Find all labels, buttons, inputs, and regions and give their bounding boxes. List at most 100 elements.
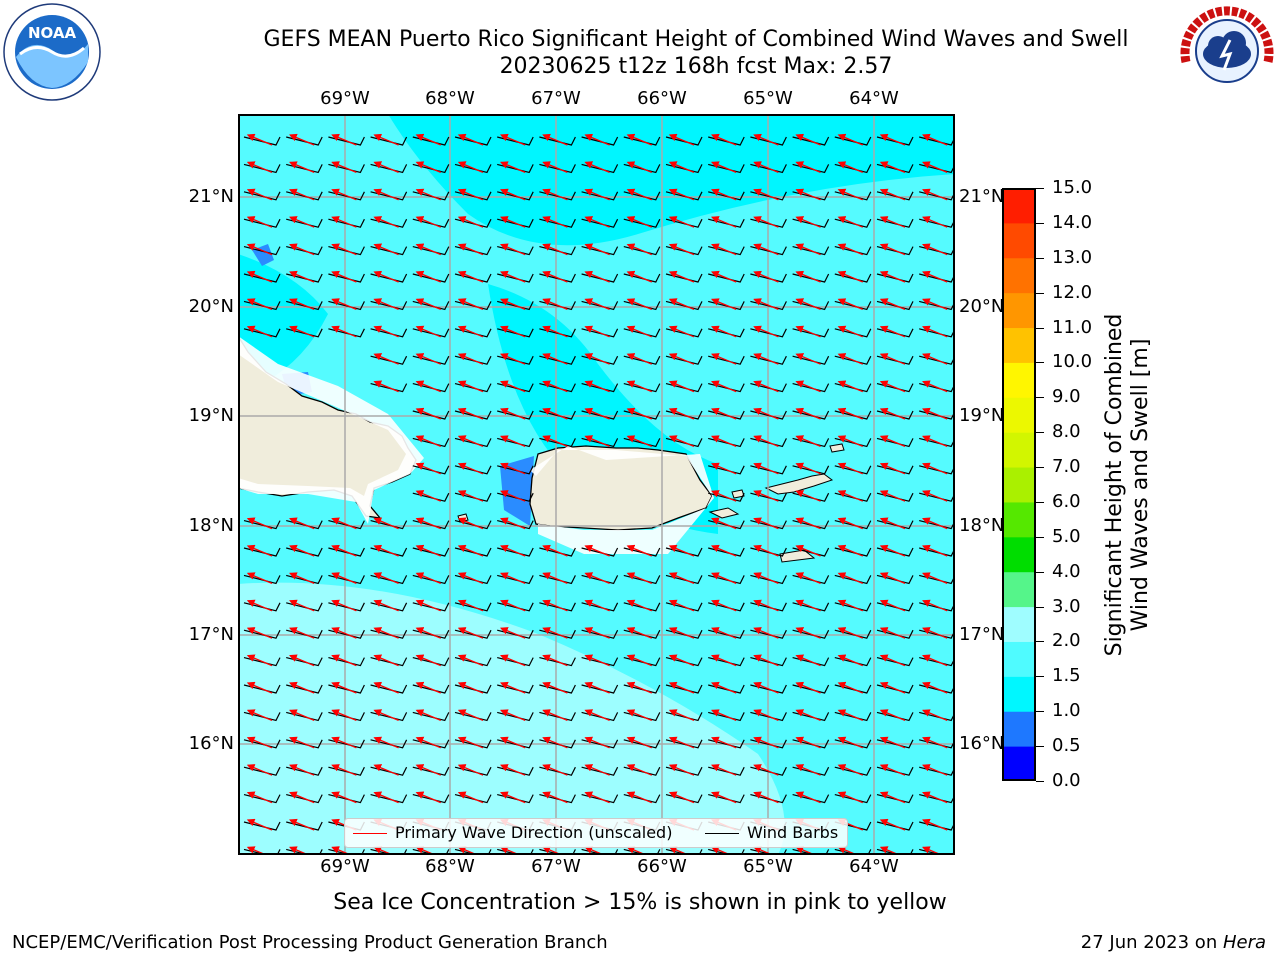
wave-direction-arrow	[795, 435, 821, 447]
wave-direction-arrow	[542, 709, 568, 722]
wave-direction-arrow	[246, 818, 273, 831]
wave-direction-arrow	[795, 462, 821, 475]
lon-label-top: 65°W	[743, 88, 793, 109]
wave-direction-arrow	[246, 572, 273, 584]
wave-direction-arrow	[879, 133, 906, 146]
wave-direction-arrow	[922, 270, 948, 283]
wave-direction-arrow	[753, 846, 775, 855]
wave-direction-arrow	[837, 243, 864, 256]
wave-direction-arrow	[837, 298, 864, 310]
wave-direction-arrow	[711, 627, 737, 639]
wave-direction-arrow	[922, 654, 948, 667]
wave-direction-arrow	[922, 380, 948, 393]
lat-label-left: 16°N	[188, 733, 234, 754]
hispaniola-coastal-mask	[238, 336, 424, 524]
wave-direction-arrow	[795, 353, 821, 365]
wave-direction-arrow	[500, 544, 526, 557]
wave-direction-arrow	[331, 654, 357, 667]
wave-direction-arrow	[500, 188, 526, 201]
wave-direction-arrow	[626, 407, 653, 420]
colorbar-segment	[1002, 641, 1036, 677]
wave-direction-arrow	[668, 325, 695, 338]
colorbar-tick-label: 0.5	[1052, 735, 1081, 757]
colorbar-tick-mark	[1036, 746, 1044, 748]
wave-direction-arrow	[879, 846, 901, 855]
wave-direction-arrow	[373, 133, 399, 146]
wave-direction-arrow	[879, 709, 906, 722]
wave-direction-arrow	[626, 599, 653, 612]
wave-direction-arrow	[584, 243, 610, 256]
wave-direction-arrow	[246, 133, 273, 146]
wave-direction-arrow	[246, 764, 273, 776]
wave-direction-arrow	[373, 380, 399, 393]
wave-direction-arrow	[753, 380, 779, 393]
wave-direction-arrow	[922, 407, 948, 420]
wave-direction-arrow	[753, 517, 779, 530]
wave-direction-arrow	[584, 298, 610, 310]
wave-direction-arrow	[879, 599, 906, 612]
wave-direction-arrow	[711, 161, 737, 174]
colorbar-segment	[1002, 467, 1036, 503]
wave-direction-arrow	[584, 380, 610, 393]
wave-direction-arrow	[879, 681, 906, 694]
swell-bright-region-north	[388, 114, 955, 246]
colorbar-tick-label: 12.0	[1052, 281, 1093, 303]
wave-direction-arrow	[331, 736, 357, 749]
lon-label-top: 66°W	[637, 88, 687, 109]
wave-direction-arrow	[711, 298, 737, 310]
wave-direction-arrow	[500, 298, 526, 310]
wave-direction-arrow	[668, 216, 695, 228]
map-frame	[238, 114, 955, 855]
wave-direction-arrow	[837, 736, 864, 749]
wave-direction-arrow	[837, 846, 859, 855]
wave-direction-arrow	[879, 270, 906, 283]
wave-direction-arrow	[500, 599, 526, 612]
wave-direction-arrow	[457, 435, 484, 447]
wave-direction-arrow	[457, 681, 484, 694]
wave-direction-arrow	[584, 270, 610, 283]
wave-direction-arrow	[373, 764, 399, 776]
wave-direction-arrow	[457, 407, 484, 420]
wave-direction-arrow	[922, 325, 948, 338]
colorbar-tick-mark	[1036, 676, 1044, 678]
wave-direction-arrow	[795, 325, 821, 338]
lon-label-top: 68°W	[425, 88, 475, 109]
colorbar-tick-label: 7.0	[1052, 456, 1081, 478]
wave-direction-arrow	[289, 188, 315, 201]
wave-direction-arrow	[753, 572, 779, 584]
colorbar-tick-mark	[1036, 222, 1044, 224]
wave-direction-arrow	[500, 517, 526, 530]
wave-direction-arrow	[331, 325, 357, 338]
wave-direction-arrow	[500, 490, 526, 502]
footer-credit: NCEP/EMC/Verification Post Processing Pr…	[12, 932, 608, 953]
wave-direction-arrow	[879, 490, 906, 502]
wave-direction-arrow	[795, 298, 821, 310]
wave-direction-arrow	[542, 243, 568, 256]
chart-title: GEFS MEAN Puerto Rico Significant Height…	[263, 27, 1129, 52]
wave-direction-arrow	[331, 298, 357, 310]
colorbar-tick-label: 15.0	[1052, 177, 1093, 198]
wave-direction-arrow	[542, 681, 568, 694]
wave-direction-arrow	[373, 298, 399, 310]
wave-direction-arrow	[415, 133, 442, 146]
wave-direction-arrow	[457, 490, 484, 502]
wave-direction-arrow	[584, 216, 610, 228]
wave-direction-arrow	[373, 243, 399, 256]
wave-direction-arrow	[922, 353, 948, 365]
wave-direction-arrow	[373, 736, 399, 749]
colorbar-segment	[1002, 362, 1036, 398]
wave-direction-arrow	[500, 462, 526, 475]
wave-direction-arrow	[753, 462, 779, 475]
wave-direction-arrow	[626, 380, 653, 393]
wave-direction-arrow	[711, 846, 733, 855]
colorbar-tick-label: 3.0	[1052, 595, 1081, 617]
wave-direction-arrow	[415, 243, 442, 256]
wave-direction-arrow	[922, 298, 948, 310]
wave-direction-arrow	[668, 270, 695, 283]
wave-direction-arrow	[457, 298, 484, 310]
wave-direction-arrow	[753, 161, 779, 174]
wave-direction-arrow	[584, 572, 610, 584]
wave-direction-arrow	[373, 188, 399, 201]
wave-direction-arrow	[289, 517, 315, 530]
colorbar-tick-label: 10.0	[1052, 351, 1093, 373]
